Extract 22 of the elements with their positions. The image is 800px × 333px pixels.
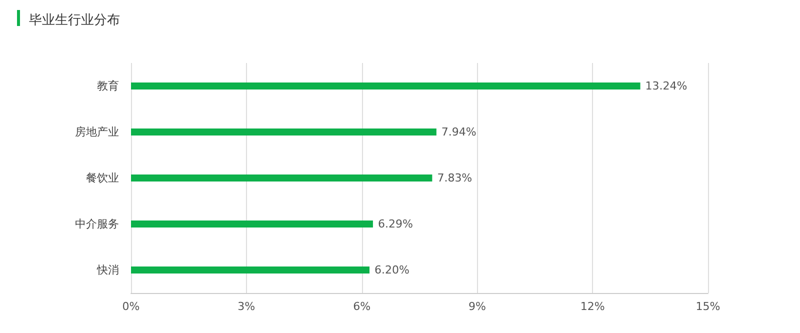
data-label: 13.24% — [645, 80, 688, 92]
bar — [131, 128, 436, 136]
data-label: 6.29% — [378, 218, 413, 230]
x-tick-label: 15% — [696, 300, 720, 313]
y-tick-label: 中介服务 — [75, 218, 119, 230]
x-tick-label: 3% — [238, 300, 256, 313]
y-tick-label: 快消 — [96, 264, 119, 276]
x-tick-label: 12% — [580, 300, 605, 313]
y-tick-label: 餐饮业 — [86, 172, 119, 184]
x-tick-label: 0% — [122, 300, 140, 313]
y-tick-label: 房地产业 — [75, 126, 119, 138]
x-tick-label: 9% — [468, 300, 486, 313]
data-label: 6.20% — [374, 264, 410, 276]
chart-title: 毕业生行业分布 — [29, 13, 120, 28]
data-label: 7.83% — [437, 172, 472, 184]
bar — [131, 220, 373, 228]
bar — [131, 266, 370, 274]
bar — [131, 174, 432, 182]
data-label: 7.94% — [441, 126, 476, 138]
x-tick-label: 6% — [353, 300, 371, 313]
y-tick-label: 教育 — [97, 80, 119, 92]
bar — [131, 82, 640, 90]
